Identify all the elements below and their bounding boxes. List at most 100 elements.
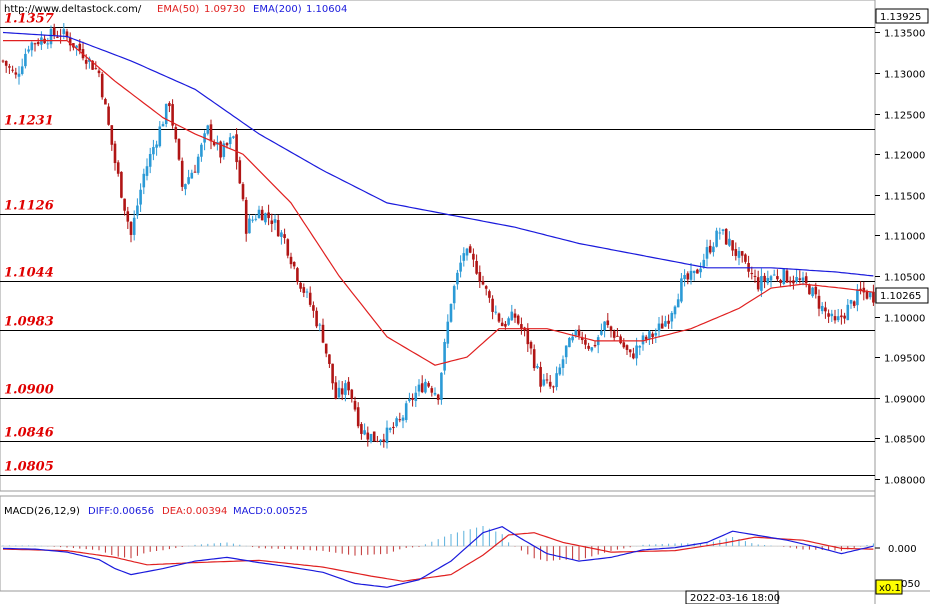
candle-body (712, 246, 715, 253)
macd-panel-frame (0, 495, 876, 592)
candle-body (792, 280, 795, 284)
candle-body (107, 106, 110, 125)
candle-body (401, 417, 405, 421)
price-tick-label: 1.09000 (884, 395, 925, 406)
candle-body (251, 219, 254, 221)
candle-body (657, 323, 661, 332)
candle-body (689, 270, 693, 280)
ema200-line (2, 31, 874, 277)
candle-body (84, 59, 88, 64)
candle-body (241, 184, 245, 200)
macd-zero-tick: 0.000 (888, 544, 917, 555)
candle-body (46, 43, 50, 45)
candle-body (376, 440, 379, 442)
candle-body (97, 70, 101, 74)
candle-body (468, 246, 472, 253)
scale-multiplier-tag[interactable] (875, 579, 903, 595)
macd-histogram (2, 525, 874, 562)
candle-body (120, 171, 123, 198)
candle-body (504, 323, 507, 327)
candle-body (526, 328, 530, 345)
candle-body (830, 313, 834, 317)
level-label: 1.0983 (4, 315, 54, 330)
scale-multiplier-text: x0.1 (879, 583, 901, 594)
candle-body (788, 280, 792, 283)
candle-body (612, 331, 616, 338)
candle-body (840, 315, 843, 318)
macd-dea-value: DEA:0.00394 (162, 506, 227, 517)
candle-body (17, 73, 21, 77)
candle-body (232, 136, 235, 138)
candle-body (337, 387, 341, 398)
candle-body (680, 278, 683, 302)
candle-body (817, 295, 821, 309)
candle-body (516, 315, 520, 324)
candle-body (625, 345, 629, 350)
price-tick-label: 1.08500 (884, 435, 925, 446)
candle-body (225, 143, 229, 146)
candle-body (772, 274, 776, 276)
candle-body (430, 388, 434, 393)
candle-body (520, 324, 523, 329)
candle-body (731, 240, 734, 251)
candle-body (545, 379, 549, 381)
candle-body (257, 209, 261, 219)
candle-body (577, 329, 581, 336)
candle-body (177, 138, 181, 160)
candle-body (872, 291, 875, 303)
candle-body (123, 198, 126, 211)
candle-body (209, 124, 213, 142)
candle-body (385, 427, 389, 444)
candle-body (305, 291, 309, 293)
candle-body (513, 313, 517, 318)
candle-body (750, 272, 754, 275)
candle-body (248, 218, 251, 234)
candle-body (164, 103, 168, 125)
price-tick-label: 1.12000 (884, 151, 925, 162)
diff-line (2, 526, 874, 588)
candle-body (27, 49, 30, 52)
candle-body (1, 60, 5, 62)
candle-body (113, 143, 117, 164)
candle-body (126, 211, 130, 222)
candle-body (782, 269, 786, 284)
candle-body (827, 313, 830, 317)
candle-body (484, 286, 488, 289)
candle-body (116, 162, 120, 174)
candle-body (859, 288, 862, 290)
candlestick-series[interactable] (1, 23, 875, 449)
candle-body (286, 239, 290, 256)
level-label: 1.0900 (4, 383, 54, 398)
candle-body (104, 99, 107, 105)
candle-body (193, 171, 197, 173)
candle-body (542, 379, 546, 386)
candle-body (436, 394, 440, 400)
candle-body (654, 333, 658, 336)
candle-body (622, 342, 626, 348)
candle-body (145, 166, 149, 176)
candle-body (776, 276, 779, 280)
candle-body (433, 392, 437, 395)
candle-body (331, 363, 334, 384)
source-url[interactable]: http://www.deltastock.com/ (4, 4, 142, 15)
candle-body (132, 217, 136, 235)
candle-body (744, 254, 747, 262)
candle-body (360, 424, 363, 434)
candle-body (440, 372, 443, 400)
candle-body (206, 125, 210, 134)
current-price-tag (875, 287, 929, 304)
level-label: 1.1126 (4, 199, 54, 214)
candle-body (740, 251, 744, 256)
ema50-line (3, 39, 874, 366)
candle-body (868, 292, 872, 298)
candle-body (382, 439, 386, 443)
candle-body (673, 306, 677, 315)
candle-body (24, 53, 27, 67)
candle-body (11, 69, 14, 71)
top-price-tag-text: 1.13925 (880, 12, 921, 23)
candle-body (388, 428, 392, 430)
candle-body (446, 321, 450, 344)
candle-body (619, 336, 622, 344)
price-tick-label: 1.11000 (884, 232, 925, 243)
